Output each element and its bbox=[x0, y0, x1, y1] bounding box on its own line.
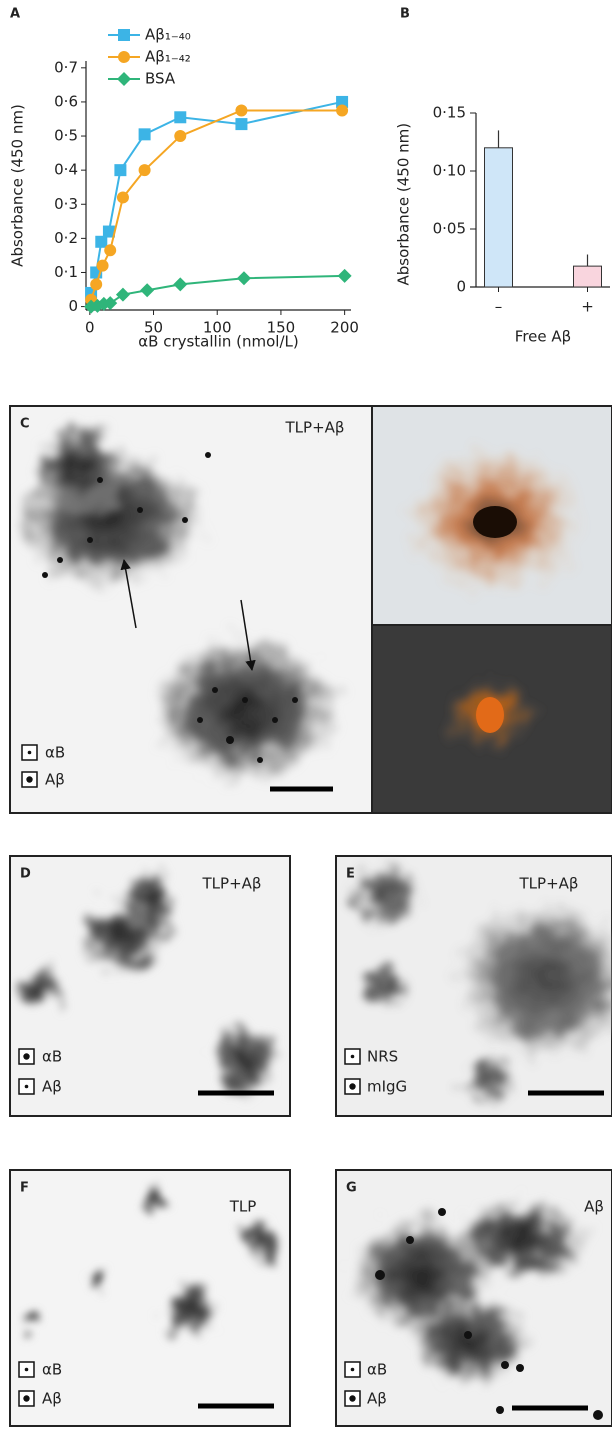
legend-dot bbox=[349, 1083, 355, 1089]
legend-text: αB bbox=[367, 1361, 387, 1379]
panel-label: F bbox=[20, 1181, 29, 1196]
legend-dot bbox=[351, 1368, 355, 1372]
marker bbox=[174, 130, 186, 142]
panel-e: E TLP+Aβ NRS mIgG bbox=[336, 856, 612, 1116]
panel-label: E bbox=[346, 867, 355, 882]
x-tick-label: 0 bbox=[85, 319, 95, 337]
y-tick-label: 0·05 bbox=[433, 220, 466, 238]
series-line bbox=[91, 276, 345, 307]
marker bbox=[140, 283, 154, 297]
legend-text: BSA bbox=[145, 70, 176, 88]
panel-title: TLP+Aβ bbox=[519, 875, 579, 893]
marker bbox=[237, 271, 251, 285]
legend-text: Aβ₁₋₄₀ bbox=[145, 26, 191, 44]
y-tick-label: 0·6 bbox=[54, 92, 78, 110]
y-tick-label: 0 bbox=[68, 297, 78, 315]
legend-dot bbox=[26, 776, 32, 782]
marker bbox=[95, 236, 107, 248]
panel-title: TLP+Aβ bbox=[285, 419, 345, 437]
y-tick-label: 0·2 bbox=[54, 229, 78, 247]
legend-marker bbox=[117, 72, 131, 86]
x-tick-label: – bbox=[495, 298, 503, 316]
panel-c: C TLP+Aβ αB Aβ bbox=[10, 406, 612, 813]
panel-title: Aβ bbox=[584, 1198, 604, 1216]
bar bbox=[485, 148, 513, 287]
marker bbox=[116, 288, 130, 302]
x-tick-label: + bbox=[581, 298, 594, 316]
legend-text: Aβ bbox=[42, 1078, 62, 1096]
y-tick-label: 0·10 bbox=[433, 162, 466, 180]
y-tick-label: 0·3 bbox=[54, 195, 78, 213]
bar bbox=[574, 266, 602, 287]
legend-dot bbox=[23, 1395, 29, 1401]
legend-text: Aβ bbox=[45, 771, 65, 789]
legend-text: Aβ bbox=[367, 1390, 387, 1408]
x-axis-label: αB crystallin (nmol/L) bbox=[138, 333, 298, 351]
legend-marker bbox=[118, 51, 130, 63]
y-tick-label: 0·1 bbox=[54, 263, 78, 281]
legend-text: NRS bbox=[367, 1048, 398, 1066]
figure: C TLP+Aβ αB Aβ D TLP+Aβ αB Aβ E TLP+Aβ N… bbox=[0, 0, 612, 1432]
legend-dot bbox=[23, 1053, 29, 1059]
legend-dot bbox=[351, 1055, 355, 1059]
panel-title: TLP+Aβ bbox=[202, 875, 262, 893]
marker bbox=[117, 191, 129, 203]
marker bbox=[90, 278, 102, 290]
y-tick-label: 0·4 bbox=[54, 161, 78, 179]
x-axis-label: Free Aβ bbox=[515, 328, 571, 346]
panel-g: G Aβ αB Aβ bbox=[336, 1170, 612, 1426]
panel-label: C bbox=[20, 417, 30, 432]
legend-text: Aβ bbox=[42, 1390, 62, 1408]
marker bbox=[338, 269, 352, 283]
legend-text: mIgG bbox=[367, 1078, 407, 1096]
legend-dot bbox=[25, 1085, 29, 1089]
legend-text: αB bbox=[45, 744, 65, 762]
marker bbox=[139, 128, 151, 140]
legend-dot bbox=[25, 1368, 29, 1372]
panel-title: TLP bbox=[229, 1198, 257, 1216]
marker bbox=[114, 164, 126, 176]
marker bbox=[235, 104, 247, 116]
y-axis-label: Absorbance (450 nm) bbox=[9, 104, 27, 267]
y-tick-label: 0·15 bbox=[433, 104, 466, 122]
marker bbox=[173, 277, 187, 291]
panel-f: F TLP αB Aβ bbox=[10, 1170, 290, 1426]
y-tick-label: 0·7 bbox=[54, 58, 78, 76]
legend-text: Aβ₁₋₄₂ bbox=[145, 48, 191, 66]
y-tick-label: 0 bbox=[456, 278, 466, 296]
panel-label: B bbox=[400, 7, 410, 22]
legend-dot bbox=[28, 751, 32, 755]
birefringence-core bbox=[476, 697, 504, 733]
plaque-core bbox=[473, 506, 517, 538]
panel-label: A bbox=[10, 7, 20, 22]
marker bbox=[104, 244, 116, 256]
marker bbox=[139, 164, 151, 176]
marker bbox=[174, 111, 186, 123]
panel-label: G bbox=[346, 1181, 357, 1196]
marker bbox=[336, 104, 348, 116]
legend-dot bbox=[349, 1395, 355, 1401]
y-tick-label: 0·5 bbox=[54, 127, 78, 145]
y-axis-label: Absorbance (450 nm) bbox=[395, 123, 413, 286]
legend-text: αB bbox=[42, 1361, 62, 1379]
series-line bbox=[91, 110, 342, 299]
legend-text: αB bbox=[42, 1048, 62, 1066]
marker bbox=[235, 118, 247, 130]
marker bbox=[97, 260, 109, 272]
panel-label: D bbox=[20, 867, 31, 882]
legend-marker bbox=[118, 29, 130, 41]
x-tick-label: 200 bbox=[330, 319, 359, 337]
panel-d: D TLP+Aβ αB Aβ bbox=[10, 856, 290, 1116]
